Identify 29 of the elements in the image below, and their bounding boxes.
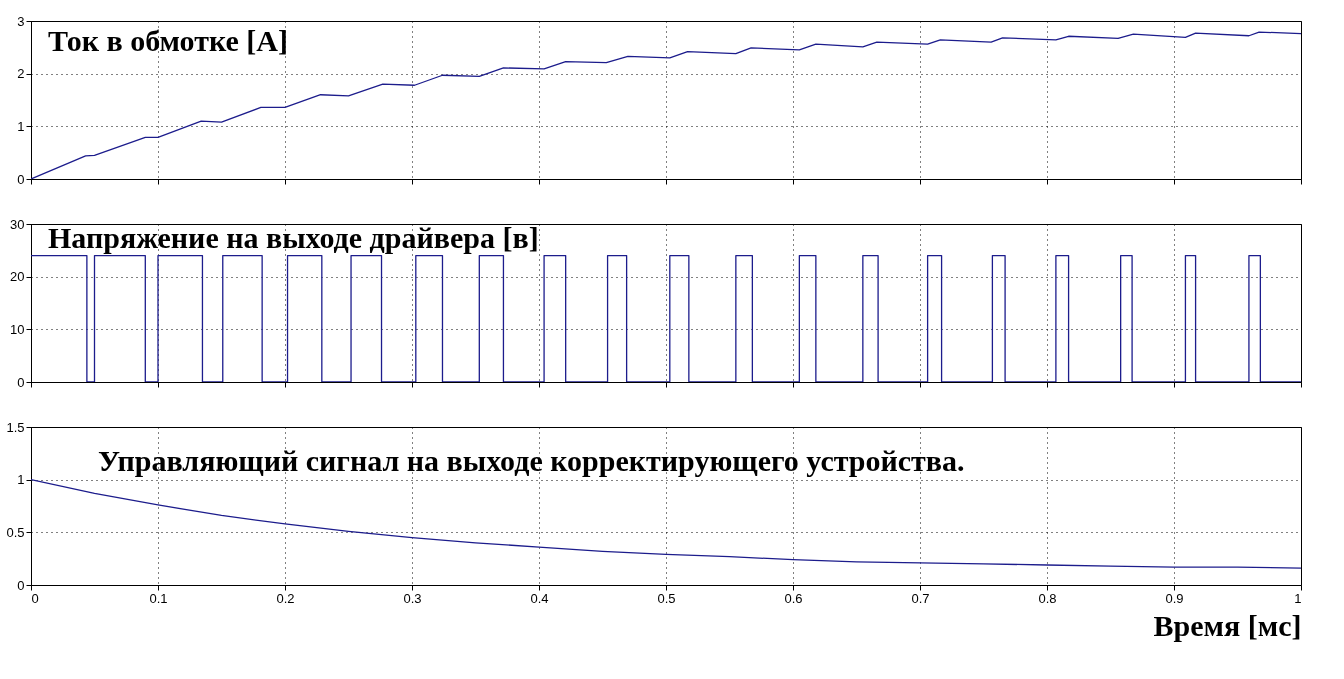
- x-tick-label: 0.4: [530, 590, 549, 606]
- y-tick-label: 0.5: [6, 524, 25, 540]
- y-tick-label: 0: [17, 374, 25, 390]
- y-tick-label: 0: [17, 577, 25, 593]
- x-tick-label: 0.5: [657, 590, 676, 606]
- x-tick-label: 0.3: [403, 590, 422, 606]
- line-series: [31, 31, 1301, 179]
- x-tick-label: 0.9: [1165, 590, 1184, 606]
- x-tick-label: 0: [31, 590, 39, 606]
- chart-title: Напряжение на выходе драйвера [в]: [48, 221, 539, 254]
- x-tick-label: 0.7: [911, 590, 930, 606]
- y-tick-label: 0: [17, 171, 25, 187]
- x-tick-label: 0.1: [149, 590, 168, 606]
- chart-title: Ток в обмотке [А]: [48, 24, 288, 57]
- x-tick-label: 0.8: [1038, 590, 1057, 606]
- y-tick-label: 30: [10, 216, 25, 232]
- y-tick-label: 1.5: [6, 419, 25, 435]
- y-tick-label: 2: [17, 66, 25, 82]
- x-axis-title: Время [мс]: [1153, 608, 1302, 642]
- line-series: [31, 479, 1301, 569]
- y-tick-label: 3: [17, 13, 25, 29]
- y-tick-label: 1: [17, 472, 25, 488]
- y-tick-label: 1: [17, 118, 25, 134]
- y-tick-label: 20: [10, 269, 25, 285]
- text: Управляющий сигнал на выходе корректирующего устройства.: [98, 444, 965, 477]
- y-tick-label: 10: [10, 321, 25, 337]
- x-tick-label: 0.6: [784, 590, 803, 606]
- x-tick-label: 0.2: [276, 590, 295, 606]
- x-tick-label: 1: [1294, 590, 1302, 606]
